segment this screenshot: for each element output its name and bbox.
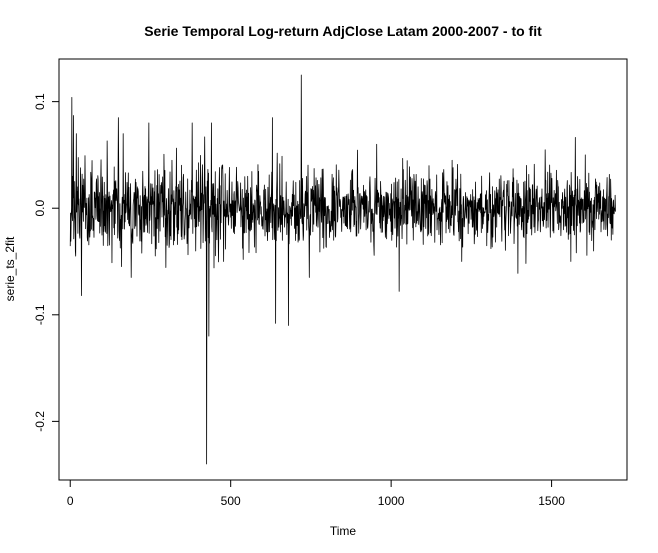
y-axis: -0.2 -0.1 0.0 0.1	[33, 93, 60, 432]
y-axis-label: serie_ts_2fit	[3, 236, 17, 301]
x-axis-label: Time	[330, 524, 357, 538]
y-tick-label: 0.1	[33, 93, 47, 110]
x-axis: 0 500 1000 1500	[67, 479, 565, 508]
x-tick-label: 0	[67, 494, 74, 508]
y-tick-label: -0.1	[33, 304, 47, 325]
y-tick-label: -0.2	[33, 411, 47, 432]
series-line-group	[69, 74, 616, 465]
x-tick-label: 1500	[538, 494, 565, 508]
x-tick-label: 1000	[378, 494, 405, 508]
plot-box	[58, 58, 628, 481]
y-tick-label: 0.0	[33, 200, 47, 217]
series-line	[69, 74, 616, 465]
chart-title: Serie Temporal Log-return AdjClose Latam…	[144, 23, 542, 39]
x-tick-label: 500	[221, 494, 241, 508]
